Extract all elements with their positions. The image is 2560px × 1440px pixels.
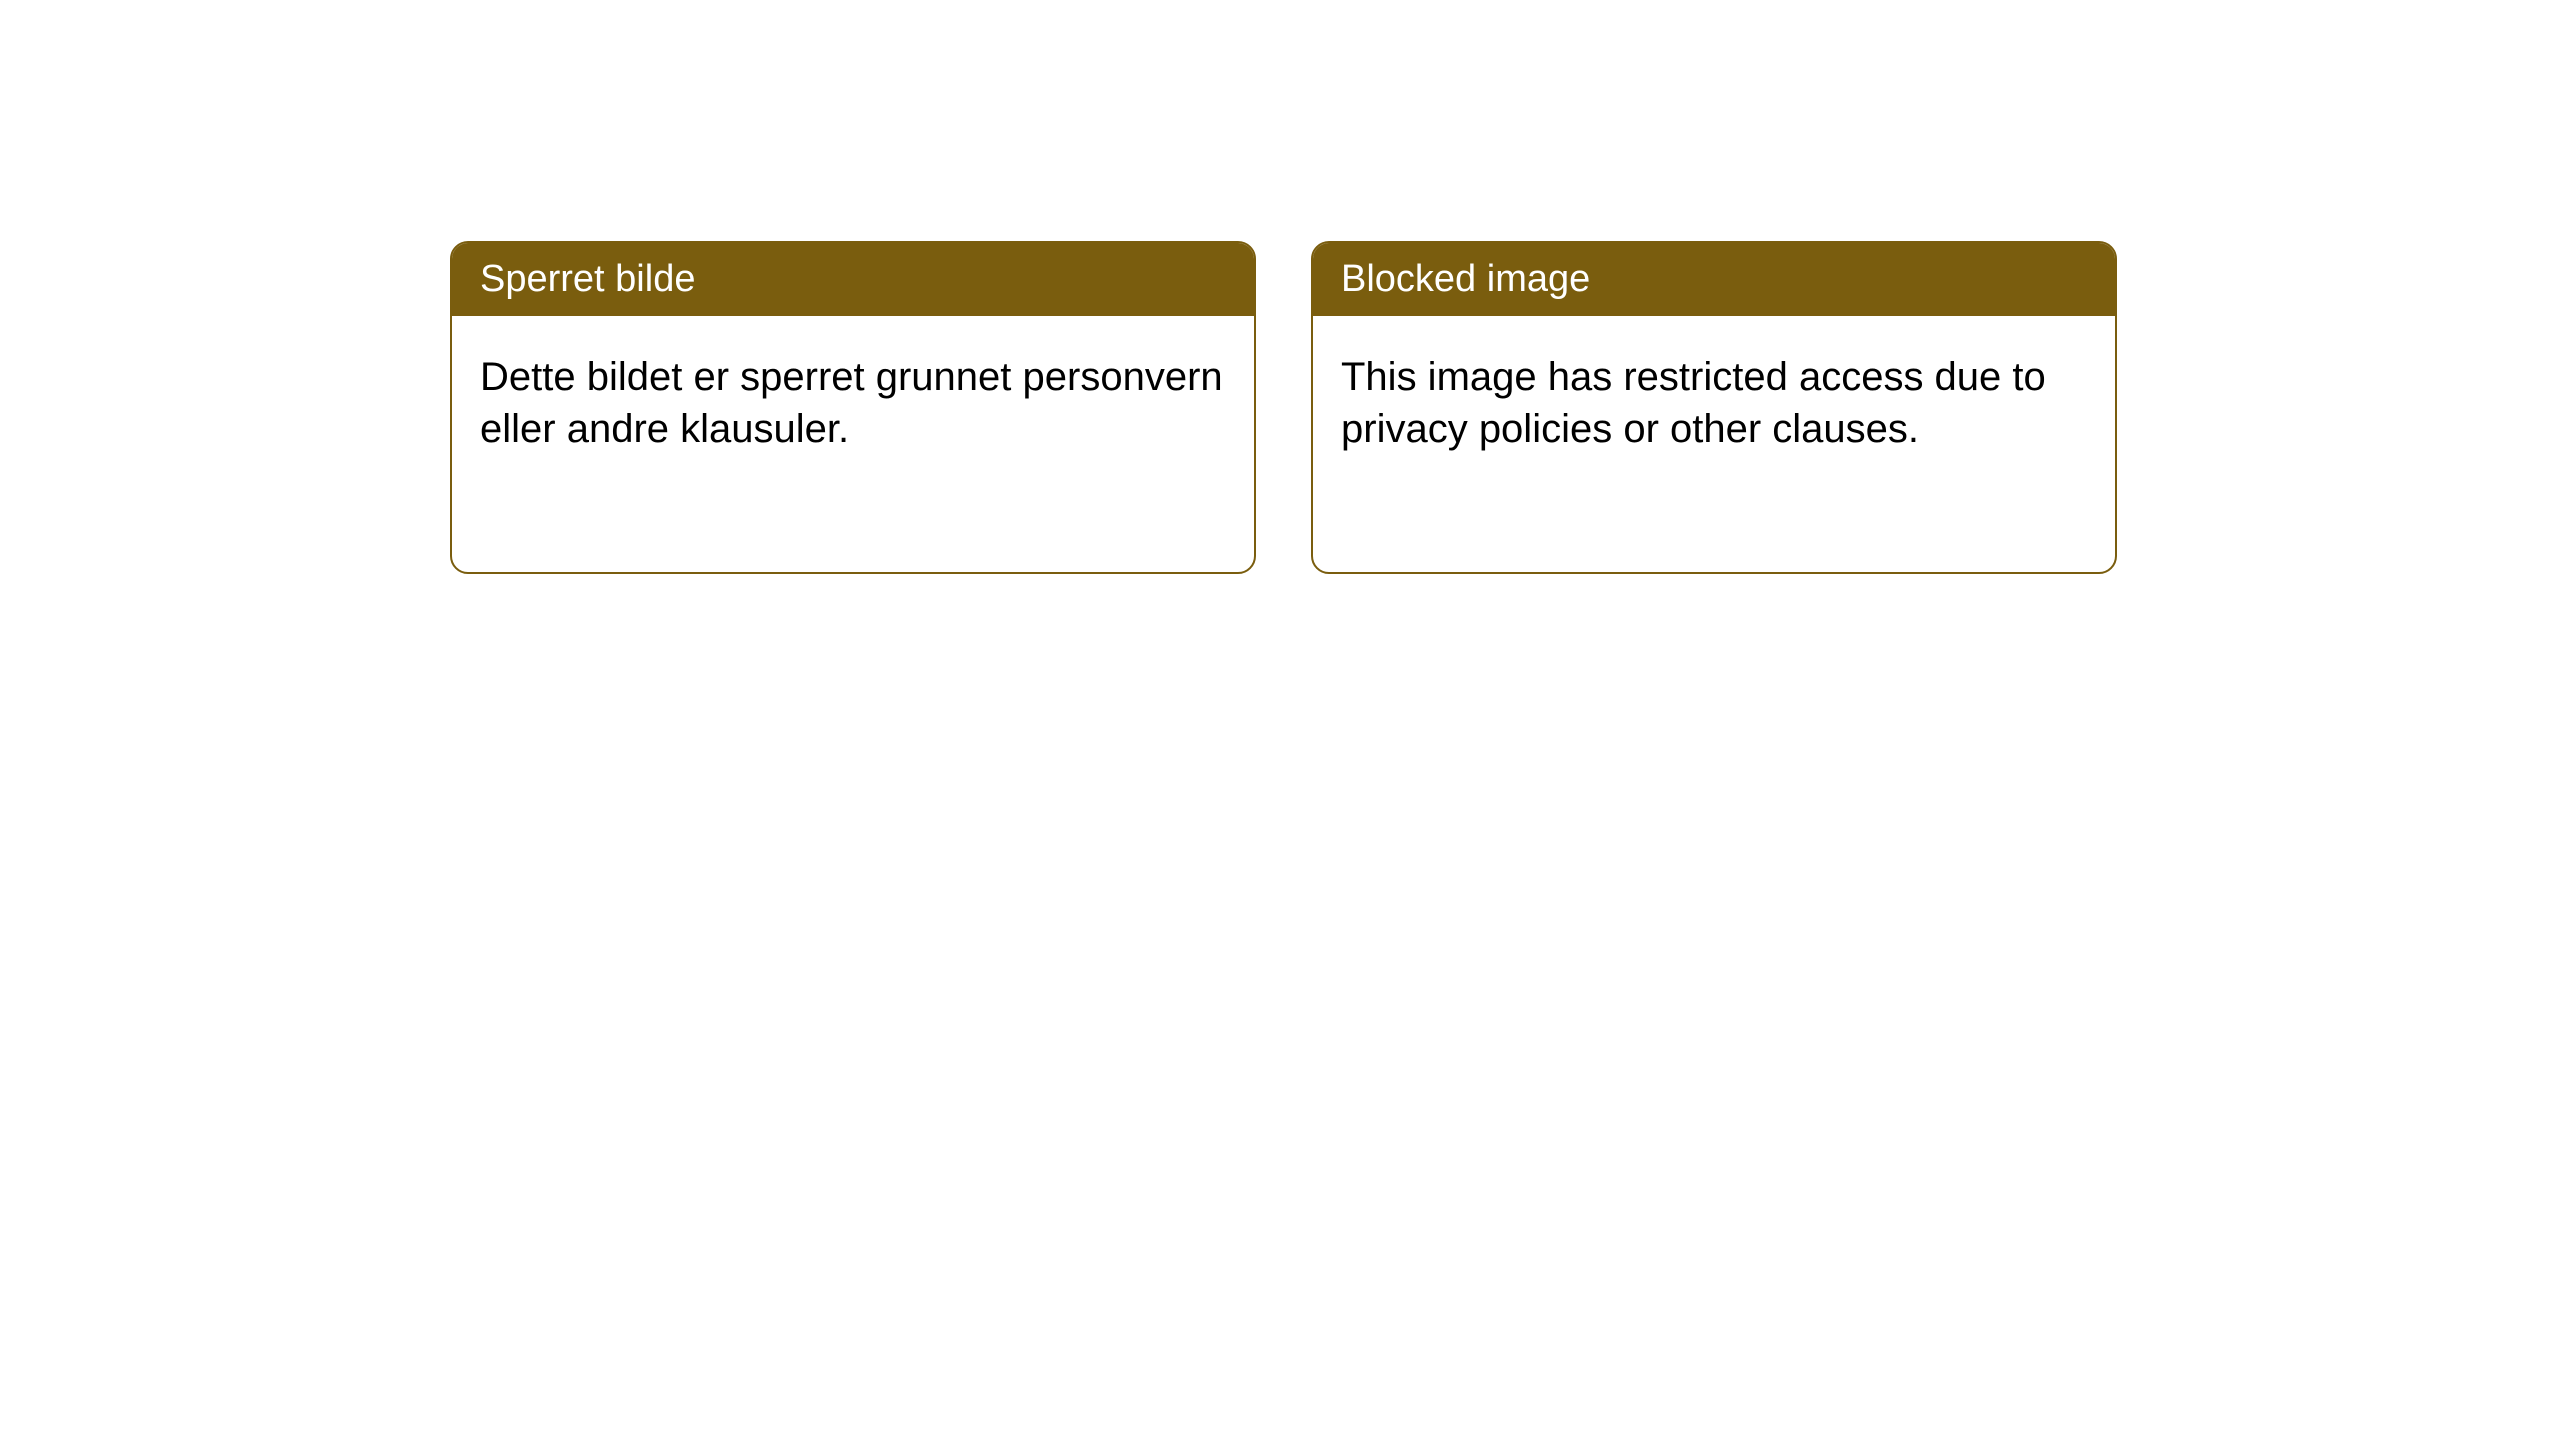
card-message: Dette bildet er sperret grunnet personve…	[480, 355, 1223, 451]
card-title: Sperret bilde	[480, 258, 695, 300]
blocked-image-card-norwegian: Sperret bilde Dette bildet er sperret gr…	[450, 241, 1256, 574]
card-header: Blocked image	[1313, 243, 2115, 316]
card-body: This image has restricted access due to …	[1313, 316, 2115, 490]
blocked-image-card-english: Blocked image This image has restricted …	[1311, 241, 2117, 574]
card-body: Dette bildet er sperret grunnet personve…	[452, 316, 1254, 490]
card-message: This image has restricted access due to …	[1341, 355, 2046, 451]
card-title: Blocked image	[1341, 258, 1590, 300]
notice-cards-container: Sperret bilde Dette bildet er sperret gr…	[450, 241, 2117, 574]
card-header: Sperret bilde	[452, 243, 1254, 316]
